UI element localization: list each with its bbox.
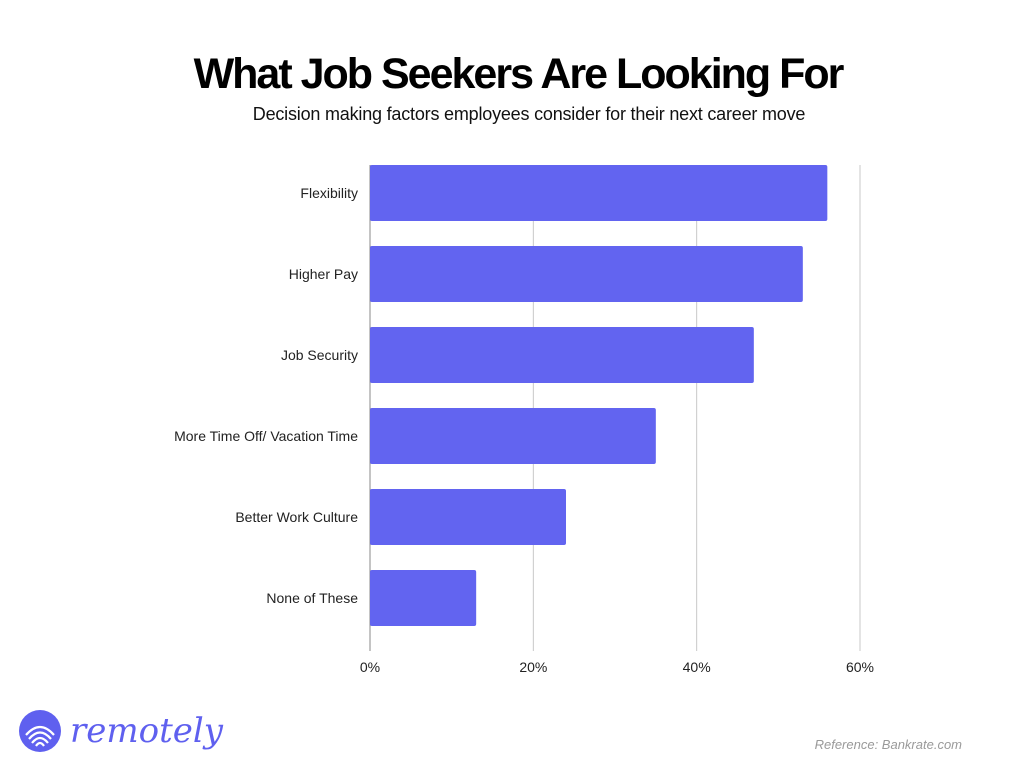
x-tick-label: 0% [360, 659, 380, 675]
reference-note: Reference: Bankrate.com [815, 737, 962, 752]
bar [370, 408, 656, 464]
category-label: More Time Off/ Vacation Time [174, 428, 358, 444]
remotely-logo-icon [18, 709, 62, 753]
category-label: None of These [266, 590, 358, 606]
bar [370, 327, 754, 383]
x-tick-labels: 0% 20% 40% 60% [360, 659, 874, 675]
x-tick-label: 20% [519, 659, 547, 675]
bar [370, 489, 566, 545]
category-label: Higher Pay [289, 266, 358, 282]
category-label: Better Work Culture [235, 509, 358, 525]
brand-name: remotely [70, 711, 223, 751]
bar [370, 570, 476, 626]
category-labels: Flexibility Higher Pay Job Security More Ti… [174, 185, 358, 606]
x-tick-label: 40% [683, 659, 711, 675]
x-tick-label: 60% [846, 659, 874, 675]
category-label: Flexibility [300, 185, 358, 201]
category-label: Job Security [281, 347, 358, 363]
bar [370, 165, 827, 221]
bars [370, 165, 827, 626]
bar [370, 246, 803, 302]
brand-logo: remotely [18, 706, 223, 756]
